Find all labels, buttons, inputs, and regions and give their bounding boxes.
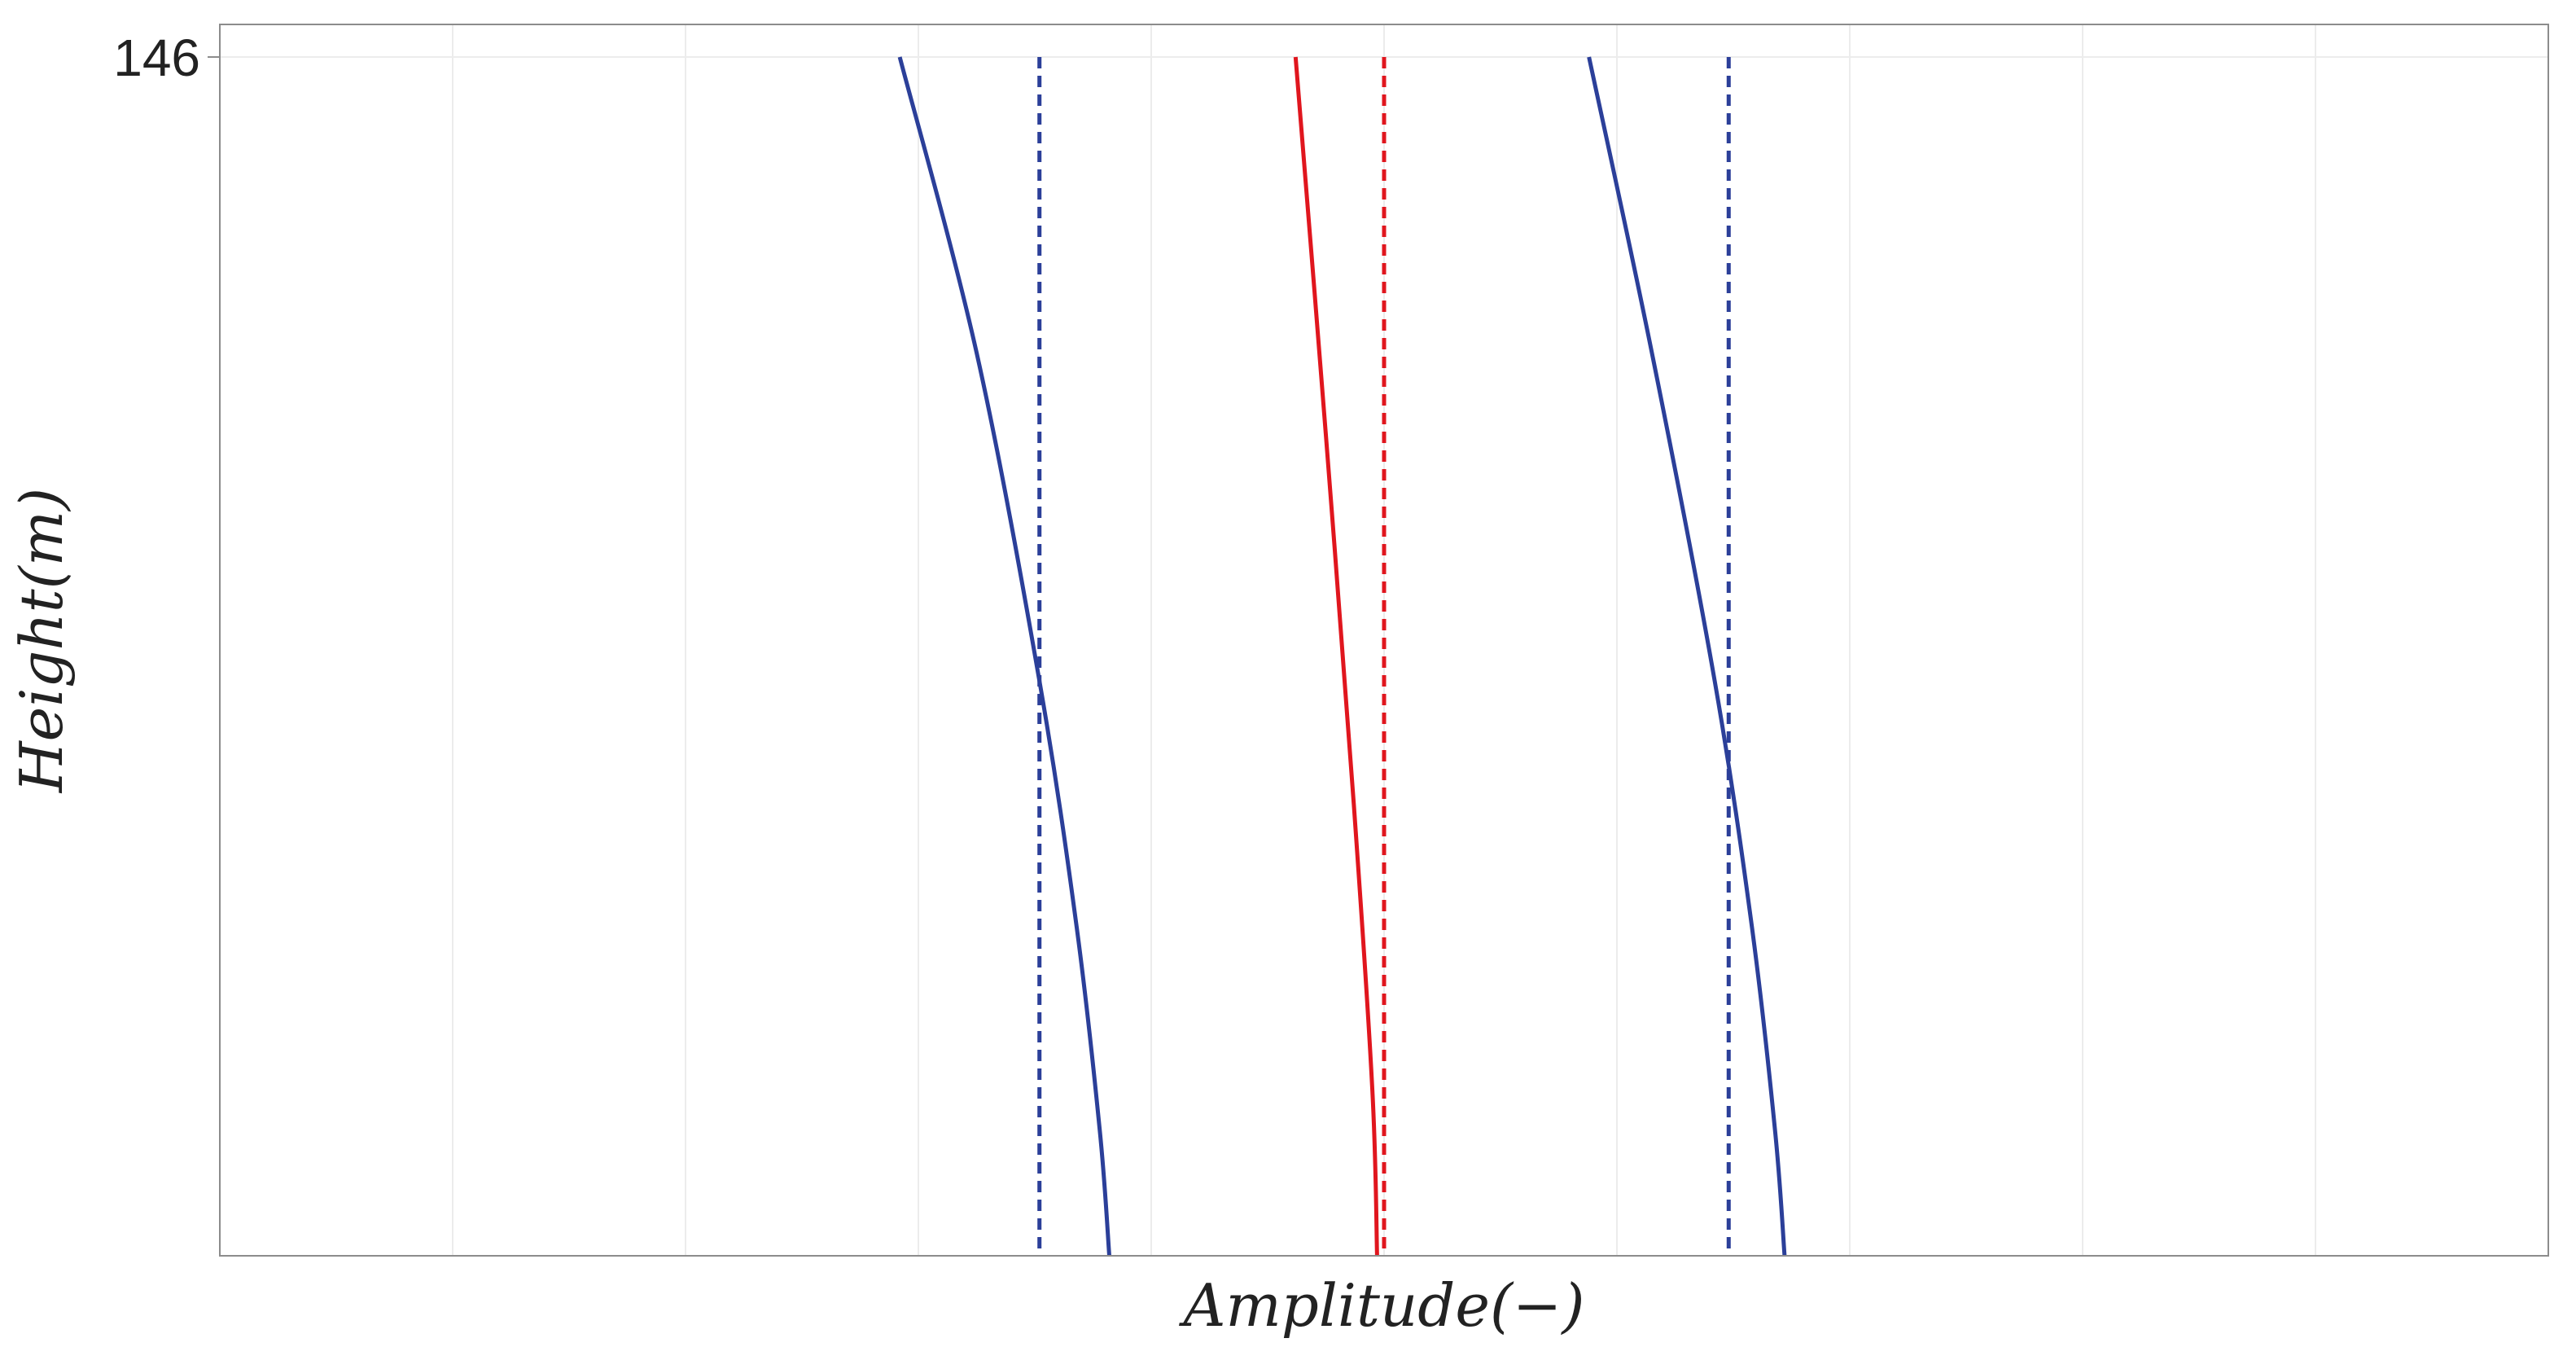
series-line-5-blue-solid (1587, 56, 1787, 1257)
y-tick-label: 146 (113, 29, 200, 87)
series-line-1-blue-solid (897, 56, 1112, 1257)
series-line-3-red-solid (1293, 56, 1379, 1257)
x-axis-label: Amplitude(−) (1179, 1271, 1585, 1340)
y-axis-label: Height(m) (7, 488, 76, 794)
series-layer (897, 56, 1787, 1257)
plot-frame (219, 24, 2549, 1257)
